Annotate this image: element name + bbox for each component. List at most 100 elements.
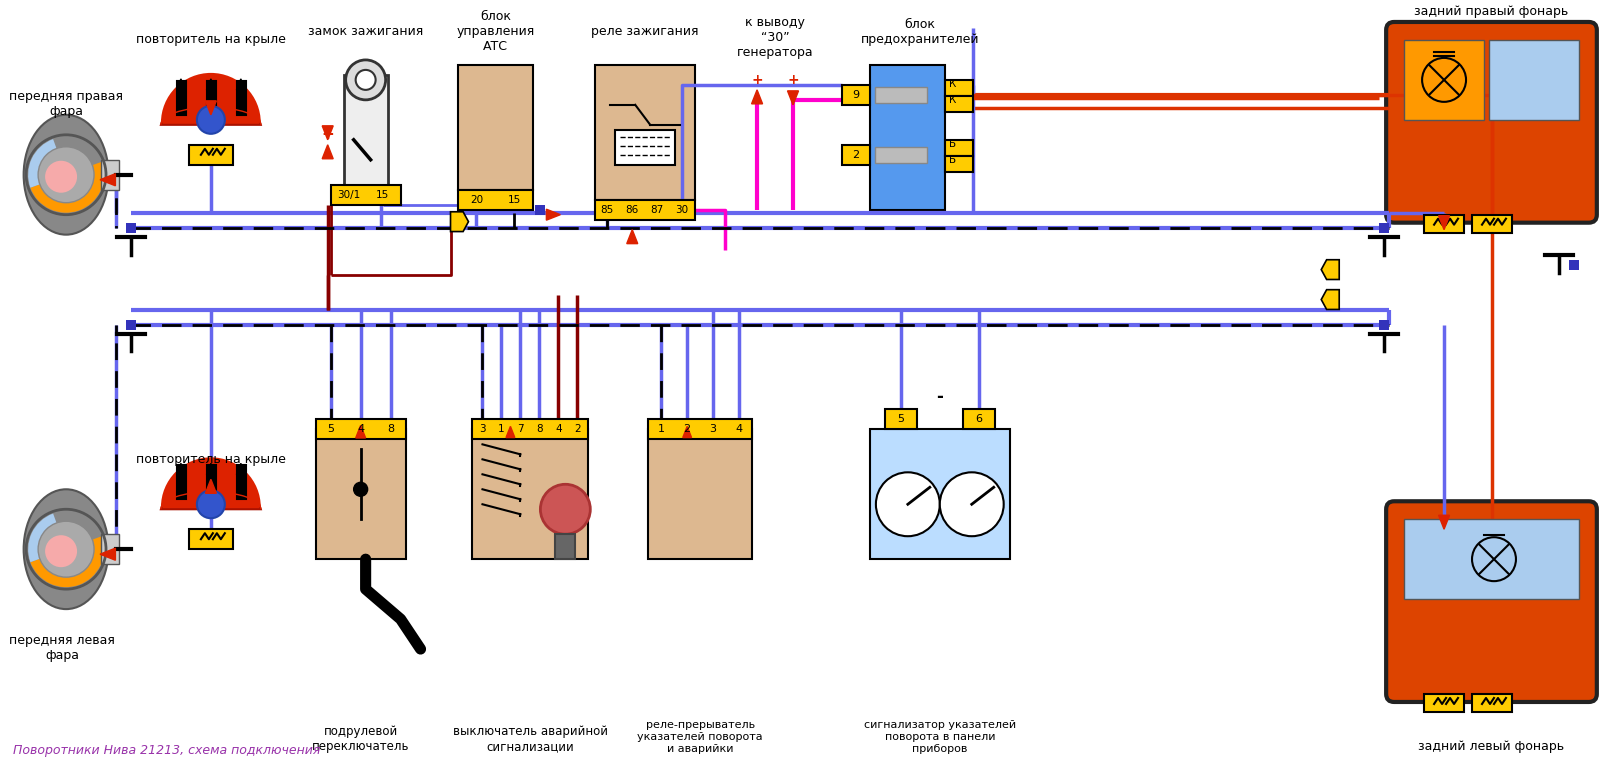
Text: повторитель на крыле: повторитель на крыле — [136, 453, 286, 466]
Text: 85: 85 — [600, 205, 613, 215]
Bar — [1472, 215, 1510, 233]
Bar — [457, 190, 533, 209]
Text: 2: 2 — [684, 424, 690, 434]
Bar — [101, 159, 119, 190]
FancyBboxPatch shape — [1385, 501, 1595, 702]
Bar — [944, 80, 973, 96]
Bar — [534, 205, 546, 215]
Wedge shape — [30, 536, 104, 587]
Text: 9: 9 — [852, 90, 859, 100]
Bar — [944, 140, 973, 156]
Bar — [472, 430, 587, 559]
Wedge shape — [160, 458, 260, 507]
Circle shape — [197, 106, 225, 134]
Text: задний правый фонарь: задний правый фонарь — [1412, 5, 1566, 18]
Text: 15: 15 — [376, 190, 388, 200]
Text: замок зажигания: замок зажигания — [308, 26, 424, 39]
Text: блок
управления
АТС: блок управления АТС — [456, 11, 534, 53]
Bar — [189, 529, 233, 550]
Text: К: К — [949, 95, 957, 105]
Bar — [875, 146, 926, 162]
Text: 5: 5 — [327, 424, 334, 434]
Polygon shape — [100, 174, 116, 186]
Bar — [1568, 260, 1578, 269]
Text: 5: 5 — [897, 414, 904, 424]
Wedge shape — [30, 162, 104, 213]
Bar — [1403, 40, 1483, 120]
Bar — [875, 87, 926, 103]
Text: передняя правая
фара: передняя правая фара — [10, 90, 124, 118]
Text: передняя левая
фара: передняя левая фара — [10, 634, 116, 662]
Wedge shape — [29, 139, 66, 187]
Wedge shape — [29, 514, 66, 562]
Text: реле-прерыватель
указателей поворота
и аварийки: реле-прерыватель указателей поворота и а… — [637, 720, 762, 754]
Bar — [944, 96, 973, 112]
Text: -: - — [936, 389, 942, 406]
Bar — [841, 145, 870, 165]
Bar — [1488, 40, 1578, 120]
Text: реле зажигания: реле зажигания — [591, 26, 698, 39]
Bar — [648, 420, 751, 439]
Polygon shape — [323, 145, 332, 159]
Polygon shape — [205, 479, 217, 493]
Wedge shape — [160, 73, 260, 123]
Text: 30: 30 — [676, 205, 689, 215]
Text: повторитель на крыле: повторитель на крыле — [136, 33, 286, 46]
Text: 3: 3 — [709, 424, 716, 434]
Polygon shape — [177, 79, 185, 90]
Polygon shape — [451, 212, 469, 231]
Bar — [101, 534, 119, 564]
Bar — [595, 65, 695, 200]
Text: 7: 7 — [517, 424, 523, 434]
Bar — [1424, 694, 1464, 712]
Polygon shape — [323, 126, 332, 140]
Text: 4: 4 — [356, 424, 364, 434]
Bar — [457, 65, 533, 190]
Text: +: + — [786, 73, 798, 87]
Bar — [125, 222, 136, 233]
Bar — [961, 409, 993, 430]
Bar — [555, 534, 575, 559]
Bar — [944, 156, 973, 172]
Polygon shape — [786, 91, 798, 105]
Text: 20: 20 — [470, 195, 483, 205]
Bar — [1472, 694, 1510, 712]
Polygon shape — [207, 463, 215, 474]
Circle shape — [345, 60, 385, 100]
Bar — [125, 320, 136, 329]
Text: К: К — [949, 79, 957, 89]
Ellipse shape — [24, 115, 109, 235]
Polygon shape — [1438, 515, 1449, 529]
Bar — [615, 130, 674, 165]
Text: блок
предохранителей: блок предохранителей — [860, 18, 979, 46]
Bar — [316, 430, 406, 559]
Bar — [595, 200, 695, 219]
Text: 86: 86 — [626, 205, 639, 215]
Text: 8: 8 — [536, 424, 542, 434]
Text: 4: 4 — [555, 424, 562, 434]
Text: 15: 15 — [507, 195, 520, 205]
Circle shape — [539, 484, 591, 534]
Text: 8: 8 — [387, 424, 393, 434]
Polygon shape — [1438, 216, 1449, 230]
Bar — [1403, 519, 1578, 599]
Text: к выводу
“30”
генератора: к выводу “30” генератора — [737, 17, 812, 59]
Bar — [870, 430, 1010, 559]
Text: 4: 4 — [735, 424, 742, 434]
Polygon shape — [626, 230, 637, 244]
Text: задний левый фонарь: задний левый фонарь — [1417, 741, 1563, 754]
Circle shape — [355, 70, 376, 90]
Polygon shape — [100, 548, 116, 560]
Text: 6: 6 — [974, 414, 982, 424]
Bar — [189, 145, 233, 165]
Polygon shape — [236, 79, 246, 90]
Ellipse shape — [24, 490, 109, 609]
Polygon shape — [207, 79, 215, 90]
Polygon shape — [160, 110, 260, 124]
Polygon shape — [355, 425, 366, 438]
Polygon shape — [160, 494, 260, 509]
Text: Б: Б — [949, 155, 955, 165]
Text: Поворотники Нива 21213, схема подключения: Поворотники Нива 21213, схема подключени… — [13, 745, 321, 757]
Circle shape — [939, 472, 1003, 536]
Bar — [472, 420, 587, 439]
